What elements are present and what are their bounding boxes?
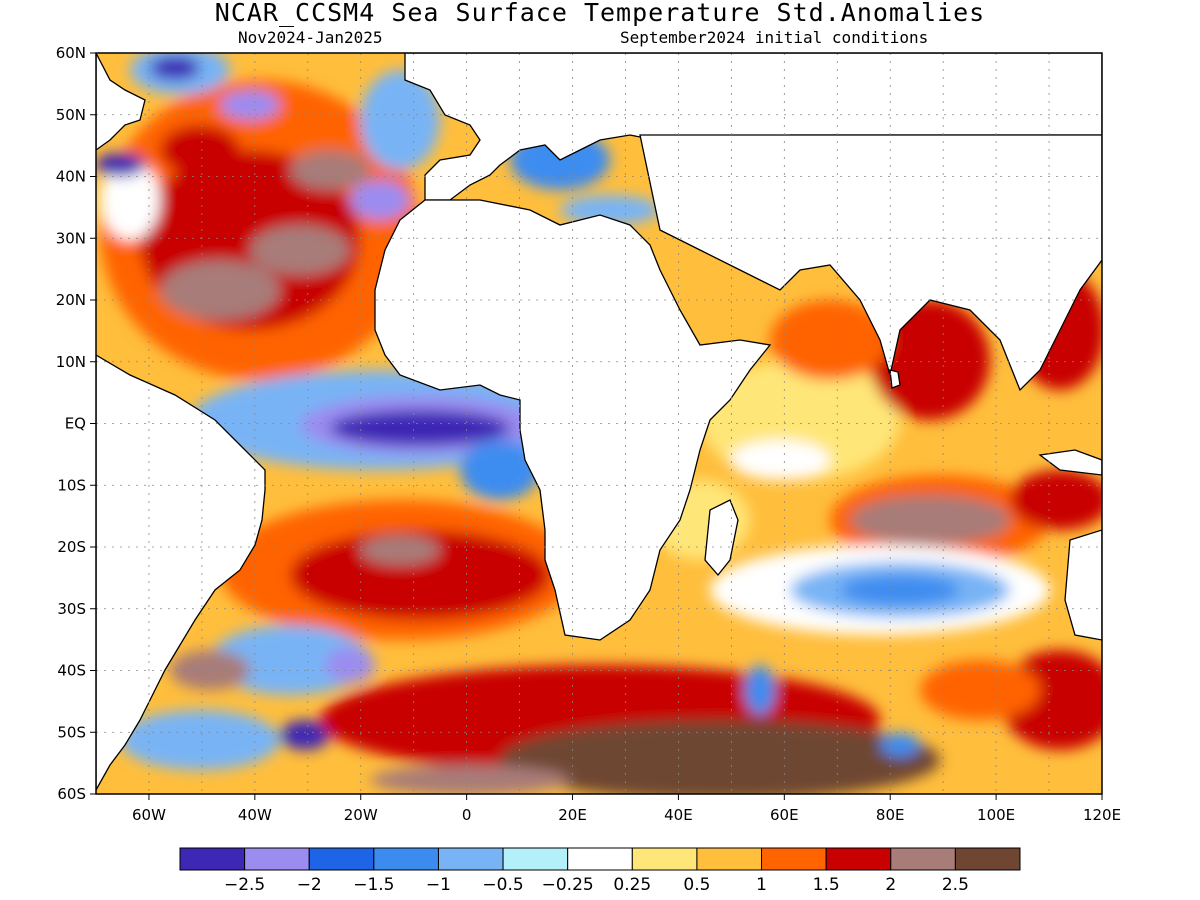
colorbar-swatch: [567, 847, 633, 871]
lon-label: 60E: [770, 806, 799, 824]
lon-label: 40E: [664, 806, 693, 824]
forecast-period: Nov2024-Jan2025: [238, 28, 383, 47]
lon-label: 60W: [132, 806, 166, 824]
colorbar-swatch: [308, 847, 375, 871]
latitude-axis: 60N 50N 40N 30N 20N 10N EQ 10S 20S 30S 40S 50S 60S: [56, 44, 96, 803]
colorbar-swatch: [954, 847, 1021, 871]
lon-label: 20E: [558, 806, 587, 824]
lat-label: 20S: [57, 538, 86, 556]
colorbar-swatch: [761, 847, 827, 871]
lon-label: 100E: [977, 806, 1015, 824]
colorbar-swatch: [825, 847, 892, 871]
colorbar-label: 2.5: [942, 875, 969, 895]
colorbar-label: −2: [297, 875, 322, 895]
lat-label: 10S: [57, 476, 86, 494]
colorbar-label: −0.5: [482, 875, 523, 895]
lon-label: 0: [462, 806, 472, 824]
lat-label: 50S: [57, 723, 86, 741]
lat-label: 40S: [57, 662, 86, 680]
lat-label: 60S: [57, 785, 86, 803]
colorbar-swatch: [437, 847, 504, 871]
lat-label: 20N: [56, 291, 86, 309]
lon-label: 120E: [1083, 806, 1121, 824]
lat-label: 30N: [56, 229, 86, 247]
land-masses: [96, 53, 1102, 792]
lat-label: 10N: [56, 353, 86, 371]
colorbar-label: 1: [756, 875, 767, 895]
lat-label: 50N: [56, 106, 86, 124]
colorbar-label: 0.5: [683, 875, 710, 895]
colorbar-swatch: [890, 847, 956, 871]
anomaly-field: [96, 53, 1102, 794]
lon-label: 20W: [344, 806, 378, 824]
lat-label: 30S: [57, 600, 86, 618]
colorbar-swatch: [502, 847, 569, 871]
map-title: NCAR_CCSM4 Sea Surface Temperature Std.A…: [214, 0, 986, 27]
colorbar-label: 2: [885, 875, 896, 895]
colorbar-label: −1.5: [353, 875, 394, 895]
colorbar-label: −1: [426, 875, 451, 895]
initial-conditions: September2024 initial conditions: [620, 28, 929, 47]
lat-label: 40N: [56, 168, 86, 186]
colorbar: −2.5 −2 −1.5 −1 −0.5 −0.25 0.25 0.5 1 1.5 2 2.5: [179, 847, 1021, 895]
colorbar-swatch: [373, 847, 439, 871]
longitude-axis: 60W 40W 20W 0 20E 40E 60E 80E 100E 120E: [132, 794, 1121, 824]
colorbar-label: −0.25: [542, 875, 594, 895]
colorbar-swatch: [631, 847, 698, 871]
colorbar-swatch: [179, 847, 246, 871]
lon-label: 80E: [876, 806, 905, 824]
colorbar-swatch: [696, 847, 763, 871]
grid-lines: [96, 53, 1102, 794]
lat-label: 60N: [56, 44, 86, 62]
colorbar-label: −2.5: [224, 875, 265, 895]
colorbar-label: 0.25: [613, 875, 651, 895]
colorbar-swatch: [244, 847, 310, 871]
lon-label: 40W: [238, 806, 272, 824]
colorbar-label: 1.5: [813, 875, 840, 895]
lat-label: EQ: [65, 415, 86, 433]
